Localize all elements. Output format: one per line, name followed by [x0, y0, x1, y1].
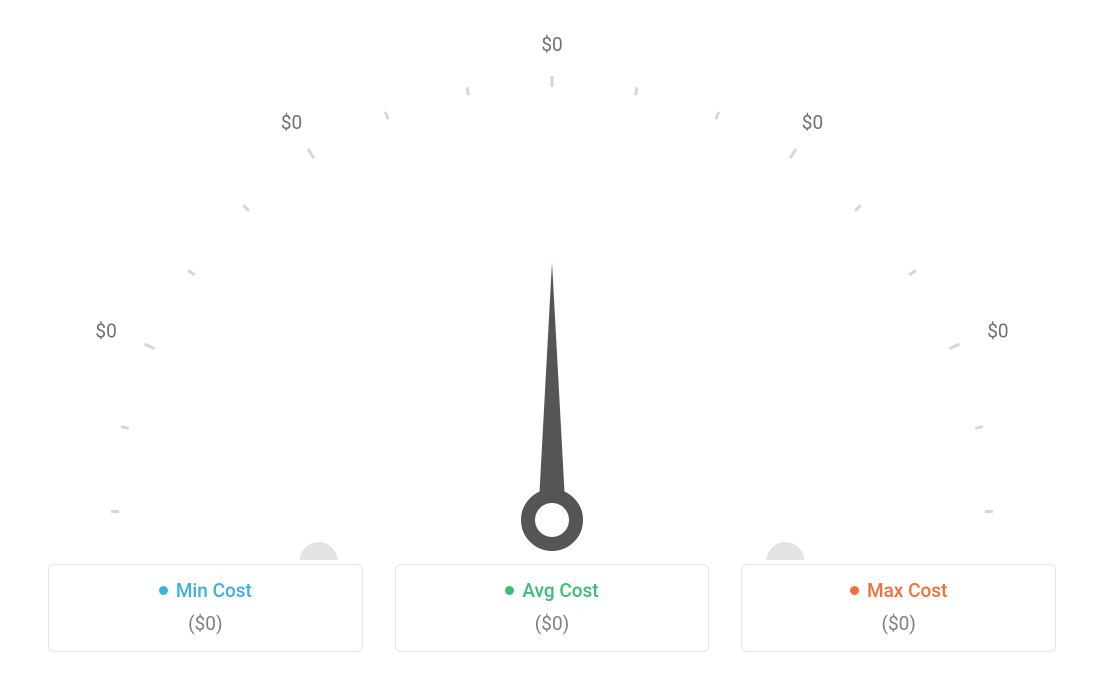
legend-label-min: Min Cost — [159, 579, 252, 602]
legend-dot-avg — [505, 586, 514, 595]
legend-text-avg: Avg Cost — [522, 579, 598, 602]
svg-text:$0: $0 — [541, 33, 562, 56]
legend-value-min: ($0) — [59, 612, 352, 635]
legend-dot-max — [850, 586, 859, 595]
gauge-svg: $0$0$0$0$0$0$0 — [0, 0, 1104, 560]
legend-label-avg: Avg Cost — [505, 579, 598, 602]
legend-box-avg: Avg Cost ($0) — [395, 564, 710, 652]
legend-label-max: Max Cost — [850, 579, 947, 602]
svg-text:$0: $0 — [95, 319, 116, 342]
legend-text-min: Min Cost — [176, 579, 252, 602]
legend-value-max: ($0) — [752, 612, 1045, 635]
svg-text:$0: $0 — [802, 111, 823, 134]
gauge-chart: $0$0$0$0$0$0$0 — [0, 0, 1104, 560]
svg-text:$0: $0 — [281, 111, 302, 134]
legend-row: Min Cost ($0) Avg Cost ($0) Max Cost ($0… — [0, 564, 1104, 652]
legend-dot-min — [159, 586, 168, 595]
legend-box-max: Max Cost ($0) — [741, 564, 1056, 652]
legend-box-min: Min Cost ($0) — [48, 564, 363, 652]
legend-text-max: Max Cost — [867, 579, 947, 602]
svg-text:$0: $0 — [987, 319, 1008, 342]
legend-value-avg: ($0) — [406, 612, 699, 635]
